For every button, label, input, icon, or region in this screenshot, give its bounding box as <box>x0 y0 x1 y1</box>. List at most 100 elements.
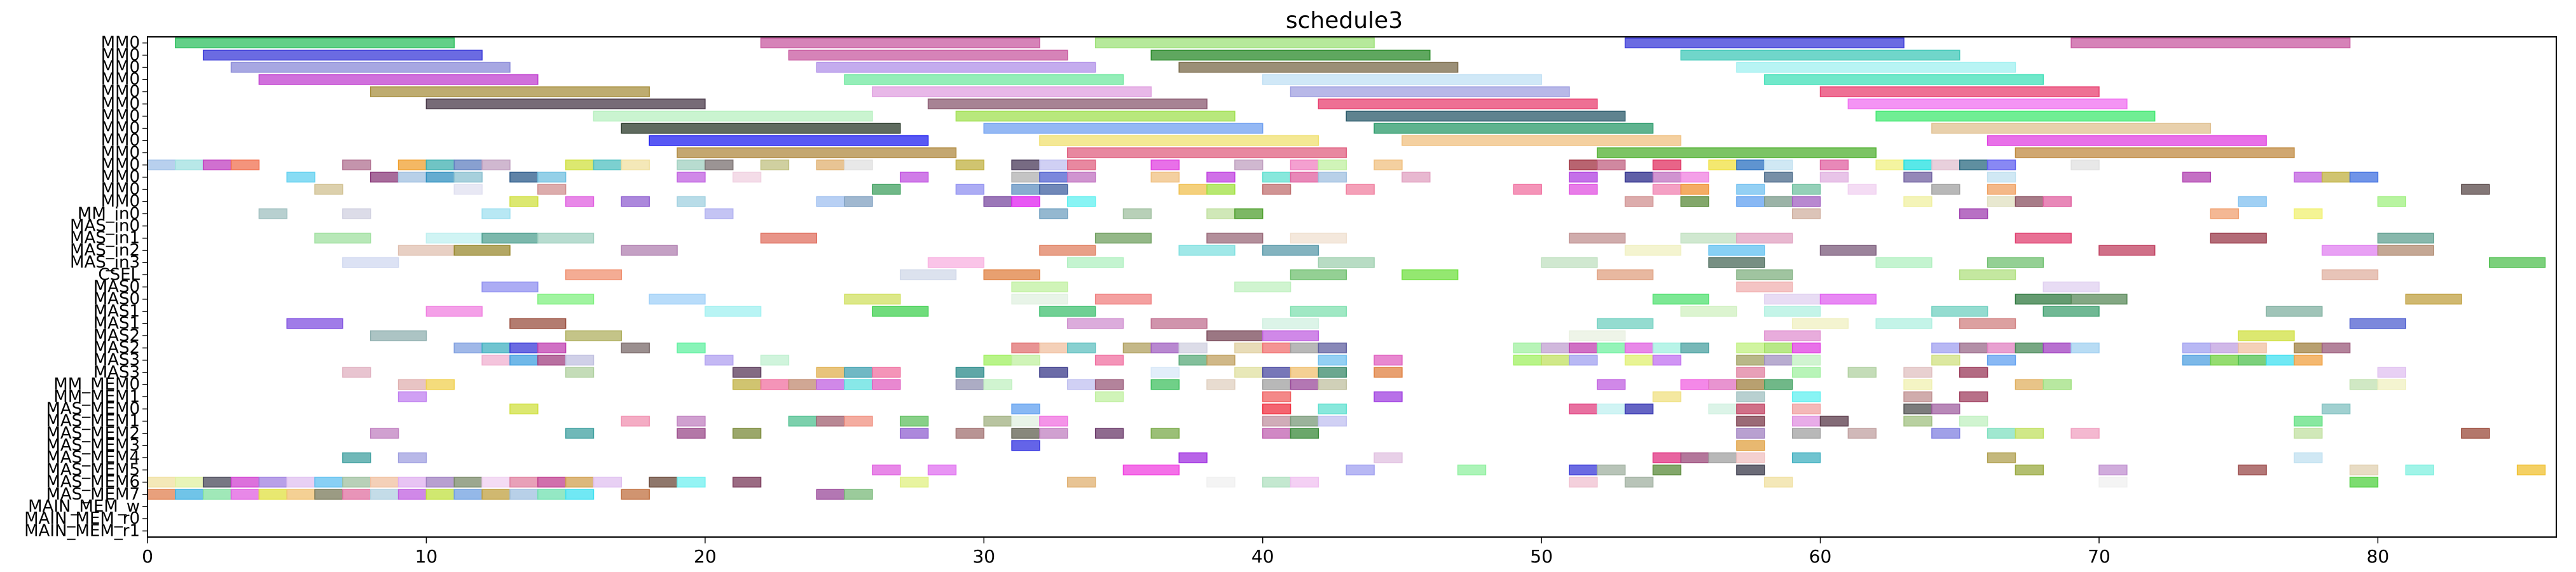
schedule-bar-row8-2 <box>1402 135 1682 146</box>
schedule-bar-row34-5 <box>1680 452 1709 463</box>
schedule-bar-row10-4 <box>342 160 371 170</box>
schedule-bar-row36-14 <box>537 477 567 488</box>
schedule-bar-row2-1 <box>816 62 1096 73</box>
schedule-bar-row36-10 <box>425 477 455 488</box>
schedule-bar-row18-3 <box>1318 257 1375 268</box>
schedule-bar-row26-2 <box>537 355 567 366</box>
schedule-bar-row25-10 <box>1150 343 1180 353</box>
schedule-bar-row26-15 <box>1569 355 1598 366</box>
schedule-bar-row17-1 <box>453 245 511 256</box>
schedule-bar-row36-11 <box>453 477 483 488</box>
schedule-bar-row26-22 <box>1987 355 2016 366</box>
schedule-bar-row10-7 <box>453 160 483 170</box>
schedule-bar-row37-15 <box>565 489 595 500</box>
schedule-bar-row1-2 <box>1150 50 1431 61</box>
schedule-bar-row26-1 <box>509 355 539 366</box>
schedule-bar-row32-14 <box>1847 428 1877 439</box>
schedule-bar-row37-18 <box>844 489 873 500</box>
schedule-bar-row27-9 <box>1234 367 1264 378</box>
y-tick-label: MAS2 <box>93 326 140 345</box>
schedule-bar-row11-19 <box>1569 172 1598 183</box>
y-tick-label: MAS_MEM6 <box>46 473 140 492</box>
schedule-bar-row10-31 <box>1764 160 1793 170</box>
schedule-bar-row13-6 <box>983 196 1012 207</box>
schedule-bar-row37-3 <box>230 489 260 500</box>
schedule-bar-row9-0 <box>677 147 957 158</box>
schedule-bar-row28-11 <box>1094 379 1124 390</box>
schedule-bar-row14-4 <box>1039 208 1068 219</box>
schedule-bar-row36-22 <box>1206 477 1236 488</box>
schedule-bar-row32-3 <box>732 428 762 439</box>
schedule-bar-row32-2 <box>677 428 706 439</box>
schedule-bar-row36-26 <box>1624 477 1654 488</box>
schedule-bar-row2-0 <box>230 62 511 73</box>
schedule-bar-row3-2 <box>1262 74 1542 85</box>
schedule-bar-row26-9 <box>1178 355 1208 366</box>
schedule-bar-row37-9 <box>397 489 427 500</box>
schedule-bar-row12-6 <box>1039 184 1068 195</box>
schedule-bar-row5-2 <box>1318 99 1598 110</box>
y-tick-label: MM0 <box>101 82 140 101</box>
schedule-bar-row11-12 <box>1067 172 1096 183</box>
schedule-bar-row13-12 <box>1764 196 1793 207</box>
schedule-bar-row21-2 <box>844 294 901 305</box>
schedule-bar-row12-8 <box>1206 184 1236 195</box>
schedule-bar-row24-0 <box>369 330 427 341</box>
schedule-bar-row18-0 <box>342 257 399 268</box>
schedule-bar-row27-0 <box>342 367 371 378</box>
y-tick-label: MAIN_MEM_r1 <box>24 521 140 540</box>
schedule-bar-row28-18 <box>1680 379 1709 390</box>
schedule-bar-row0-1 <box>760 37 1040 49</box>
schedule-bar-row20-3 <box>1736 282 1793 292</box>
schedule-bar-row36-21 <box>1067 477 1096 488</box>
schedule-bar-row34-8 <box>1791 452 1821 463</box>
schedule-bar-row13-3 <box>677 196 706 207</box>
schedule-bar-row19-5 <box>1597 269 1654 280</box>
schedule-bar-row29-7 <box>1903 391 1932 402</box>
schedule-bar-row31-12 <box>1736 416 1765 427</box>
schedule-bar-row36-24 <box>1290 477 1319 488</box>
schedule-bar-row36-29 <box>2349 477 2379 488</box>
schedule-bar-row28-22 <box>1903 379 1932 390</box>
schedule-bar-row0-0 <box>175 37 455 49</box>
schedule-bar-row36-7 <box>342 477 371 488</box>
schedule-bar-row6-3 <box>1875 111 2156 122</box>
schedule-bar-row9-3 <box>2015 147 2295 158</box>
schedule-bar-row12-0 <box>314 184 343 195</box>
schedule-bar-row22-4 <box>1290 306 1347 317</box>
schedule-bar-row26-17 <box>1652 355 1682 366</box>
schedule-bar-row10-29 <box>1708 160 1737 170</box>
schedule-bar-row12-19 <box>1987 184 2016 195</box>
schedule-bar-row1-1 <box>788 50 1068 61</box>
schedule-bar-row35-6 <box>1597 464 1626 475</box>
y-tick-label: MAS2 <box>93 338 140 357</box>
schedule-bar-row32-19 <box>2294 428 2323 439</box>
schedule-bar-row24-2 <box>1206 330 1264 341</box>
schedule-bar-row11-25 <box>1903 172 1932 183</box>
schedule-bar-row11-8 <box>732 172 762 183</box>
schedule-bar-row31-13 <box>1791 416 1821 427</box>
schedule-bar-row37-5 <box>286 489 315 500</box>
schedule-bar-row11-16 <box>1290 172 1319 183</box>
schedule-bar-row36-28 <box>2098 477 2128 488</box>
schedule-bar-row36-23 <box>1262 477 1291 488</box>
schedule-bar-row10-22 <box>1234 160 1264 170</box>
schedule-bar-row36-27 <box>1764 477 1793 488</box>
schedule-bar-row33-1 <box>1736 440 1765 451</box>
y-tick-label: MM0 <box>101 192 140 211</box>
schedule-bar-row24-1 <box>565 330 623 341</box>
y-tick-label: CSEL <box>98 265 140 284</box>
schedule-bar-row10-24 <box>1318 160 1347 170</box>
schedule-bar-row12-7 <box>1178 184 1208 195</box>
schedule-bar-row28-24 <box>2042 379 2072 390</box>
schedule-bar-row28-4 <box>788 379 817 390</box>
schedule-bar-row30-12 <box>2321 404 2351 414</box>
schedule-bar-row28-3 <box>760 379 790 390</box>
schedule-bar-row4-1 <box>872 86 1152 97</box>
schedule-bar-row28-1 <box>425 379 455 390</box>
y-axis-labels: MM0MM0MM0MM0MM0MM0MM0MM0MM0MM0MM0MM0MM0M… <box>24 34 148 540</box>
schedule-bar-row21-7 <box>1819 294 1877 305</box>
schedule-bar-row25-3 <box>537 343 567 353</box>
schedule-bar-row28-12 <box>1150 379 1180 390</box>
schedule-bar-row12-1 <box>453 184 483 195</box>
